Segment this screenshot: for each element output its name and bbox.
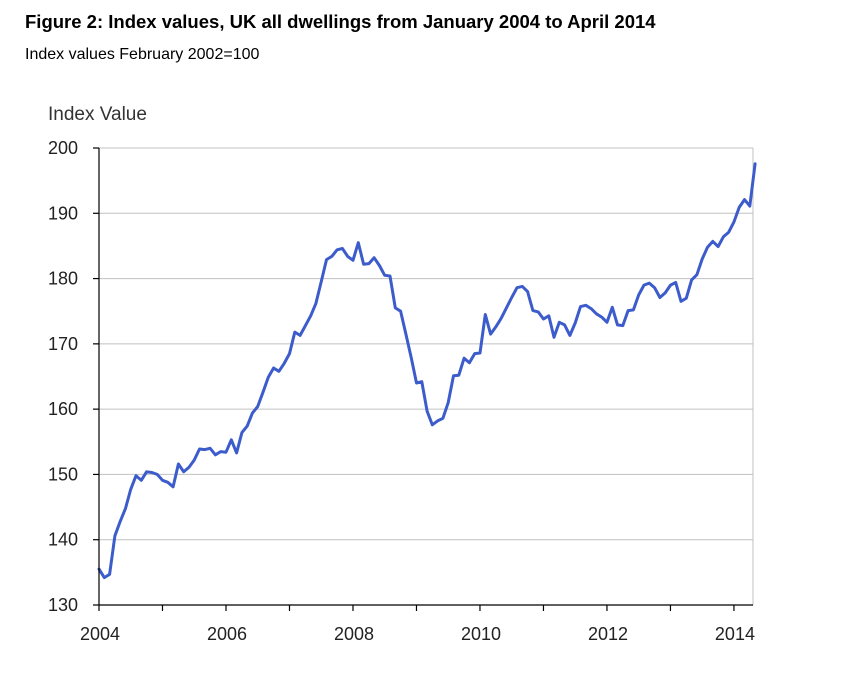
y-tick-label-170: 170 <box>48 334 78 354</box>
y-tick-label-130: 130 <box>48 595 78 615</box>
figure-subtitle: Index values February 2002=100 <box>25 46 260 63</box>
x-tick-label-2006: 2006 <box>207 624 247 644</box>
series-line-0 <box>97 162 757 580</box>
y-tick-label-180: 180 <box>48 269 78 289</box>
y-axis-label: Index Value <box>48 104 147 125</box>
gridlines <box>99 147 754 605</box>
y-tick-label-150: 150 <box>48 464 78 484</box>
x-tick-label-2012: 2012 <box>588 624 628 644</box>
x-tick-label-2010: 2010 <box>461 624 501 644</box>
tick-labels: 130 140 150 160 170 180 190 200 2004 2006 2008 2010… <box>48 138 755 644</box>
x-tick-label-2014: 2014 <box>715 624 755 644</box>
y-tick-label-190: 190 <box>48 203 78 223</box>
x-tick-label-2004: 2004 <box>80 624 120 644</box>
series-layer <box>97 162 757 580</box>
x-tick-label-2008: 2008 <box>334 624 374 644</box>
figure-title: Figure 2: Index values, UK all dwellings… <box>25 11 656 32</box>
y-tick-label-160: 160 <box>48 399 78 419</box>
axes <box>93 147 753 611</box>
y-tick-label-140: 140 <box>48 530 78 550</box>
y-tick-label-200: 200 <box>48 138 78 158</box>
